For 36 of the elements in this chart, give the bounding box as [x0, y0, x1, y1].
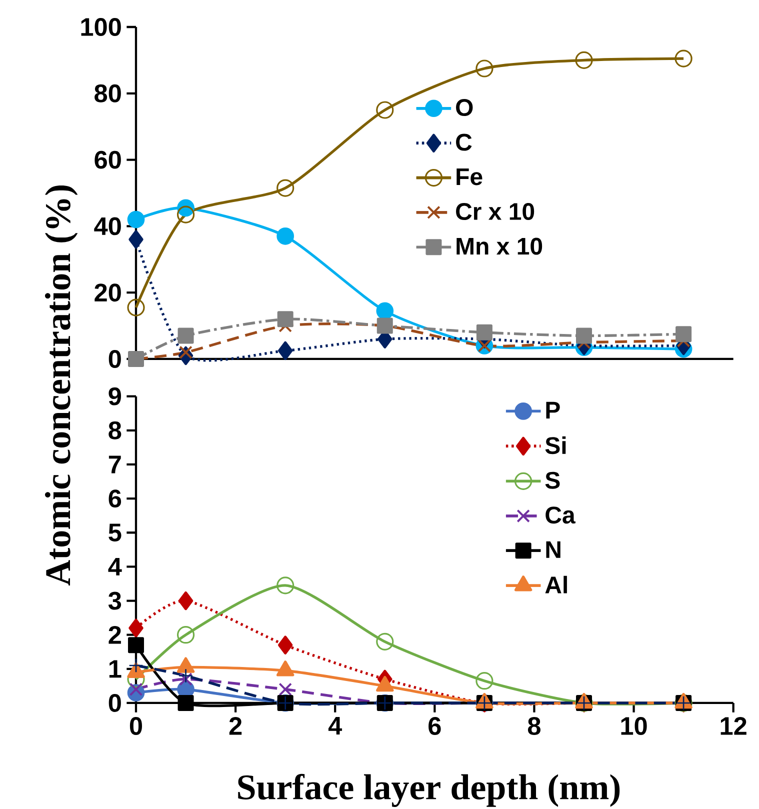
y-tick-label: 2 — [108, 626, 121, 644]
y-tick-label: 0 — [108, 350, 121, 368]
y-tick-label: 5 — [108, 524, 122, 542]
y-tick-label: 0 — [108, 694, 121, 712]
x-tick-label: 4 — [328, 717, 342, 734]
y-tick-label: 20 — [94, 284, 121, 302]
legend-label: S — [545, 472, 560, 489]
y-tick-label: 3 — [108, 592, 122, 610]
legend-label: Mn x 10 — [456, 238, 542, 255]
y-tick-label: 100 — [81, 18, 121, 36]
legend-label: Fe — [456, 168, 482, 186]
y-tick-label: 80 — [94, 84, 121, 102]
x-tick-label: 12 — [720, 717, 746, 735]
legend-label: O — [456, 98, 473, 116]
x-tick-label: 8 — [528, 717, 540, 735]
x-tick-label: 10 — [621, 717, 647, 735]
y-tick-label: 8 — [108, 421, 122, 440]
legend-label: Si — [545, 436, 566, 454]
y-tick-label: 60 — [94, 150, 121, 169]
x-tick-label: 0 — [130, 717, 142, 735]
legend-label: P — [546, 402, 560, 418]
x-tick-label: 2 — [229, 717, 242, 735]
y-tick-label: 40 — [94, 217, 121, 236]
y-axis-title: Atomic concentration (%) — [45, 186, 78, 586]
legend-label: Cr x 10 — [456, 203, 534, 220]
y-tick-label: 7 — [108, 456, 121, 474]
y-tick-label: 9 — [108, 387, 122, 406]
x-tick-label: 6 — [428, 717, 441, 735]
y-tick-label: 1 — [109, 660, 122, 678]
legend-label: N — [546, 541, 560, 558]
y-tick-label: 4 — [108, 558, 122, 576]
legend-label: Al — [545, 576, 567, 594]
legend-label: C — [456, 134, 472, 151]
y-tick-label: 6 — [108, 490, 122, 508]
legend-label: Ca — [546, 506, 576, 524]
x-axis-title: Surface layer depth (nm) — [238, 774, 620, 807]
